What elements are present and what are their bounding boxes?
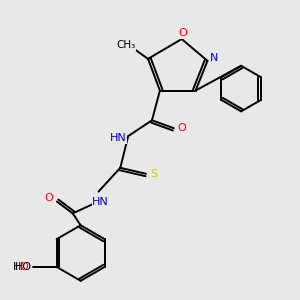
Text: O: O xyxy=(178,28,187,38)
Text: H: H xyxy=(13,262,21,272)
Text: HO: HO xyxy=(14,262,32,272)
Text: HN: HN xyxy=(92,196,109,206)
Text: O: O xyxy=(45,193,53,202)
Text: CH₃: CH₃ xyxy=(117,40,136,50)
Text: HN: HN xyxy=(110,133,127,143)
Text: O: O xyxy=(20,262,28,272)
Text: N: N xyxy=(210,53,219,63)
Text: S: S xyxy=(150,169,158,179)
Text: O: O xyxy=(177,123,186,133)
